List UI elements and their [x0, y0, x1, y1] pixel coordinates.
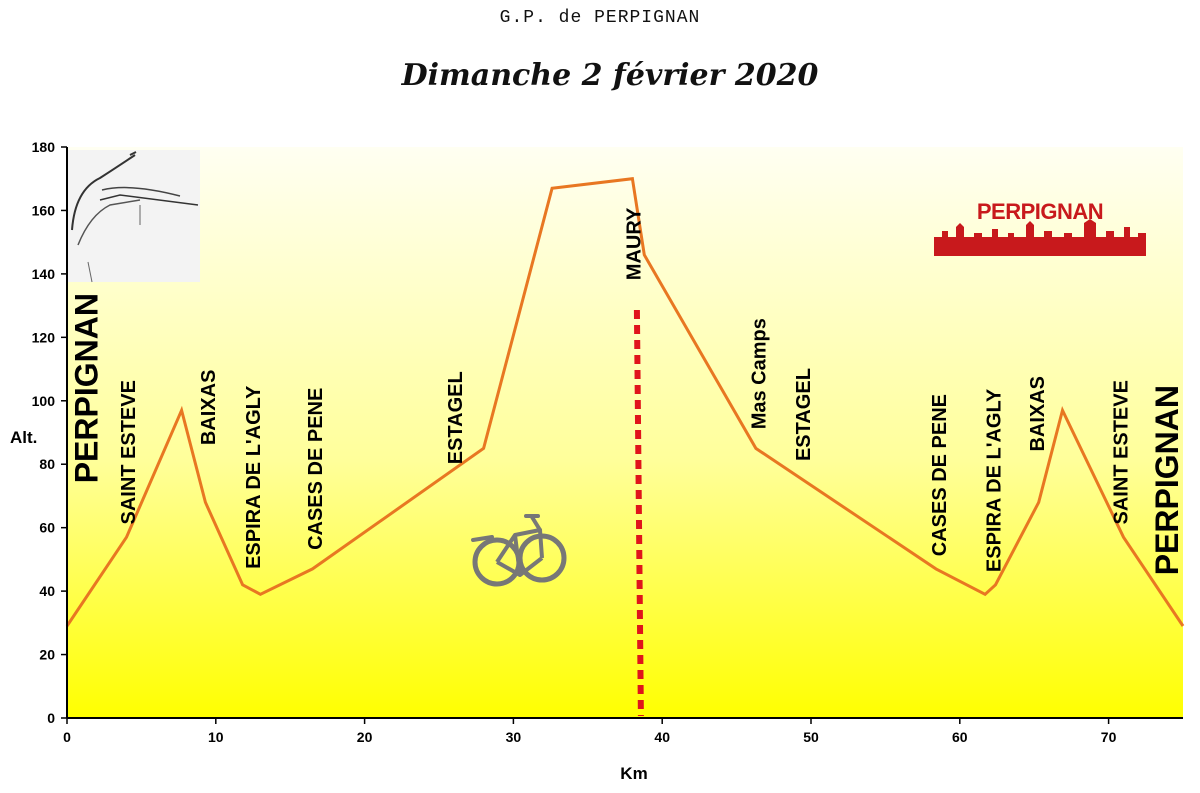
place-label: CASES DE PENE — [305, 388, 327, 550]
y-tick-label: 180 — [32, 139, 56, 155]
place-label: BAIXAS — [198, 370, 220, 446]
place-label: MAURY — [624, 207, 646, 280]
x-tick-label: 20 — [357, 729, 373, 745]
x-tick-label: 60 — [952, 729, 968, 745]
place-label: Mas Camps — [749, 318, 771, 429]
place-label: ESTAGEL — [793, 368, 815, 461]
x-tick-label: 0 — [63, 729, 71, 745]
x-tick-label: 40 — [654, 729, 670, 745]
finish-dashed-line — [633, 309, 644, 717]
logo-text: PERPIGNAN — [976, 199, 1104, 224]
y-tick-label: 40 — [39, 583, 55, 599]
perpignan-skyline-logo: PERPIGNAN — [934, 193, 1146, 256]
place-label: ESTAGEL — [445, 371, 467, 464]
place-label: BAIXAS — [1027, 376, 1049, 452]
y-axis-ticks: 0 20 40 60 80 100 120 140 160 180 — [32, 139, 67, 726]
y-axis-label: Alt. — [10, 428, 37, 447]
y-tick-label: 0 — [47, 710, 55, 726]
place-label: CASES DE PENE — [929, 394, 951, 556]
place-label: ESPIRA DE L'AGLY — [243, 385, 265, 569]
y-tick-label: 120 — [32, 329, 56, 345]
place-label: PERPIGNAN — [69, 293, 105, 483]
place-label: SAINT ESTEVE — [1110, 380, 1132, 524]
x-axis-label: Km — [620, 764, 647, 783]
y-tick-label: 100 — [32, 393, 56, 409]
bicycle-icon — [471, 514, 567, 587]
place-label: ESPIRA DE L'AGLY — [984, 388, 1006, 572]
y-tick-label: 60 — [39, 520, 55, 536]
x-tick-label: 30 — [506, 729, 522, 745]
x-tick-label: 10 — [208, 729, 224, 745]
place-label: SAINT ESTEVE — [118, 380, 140, 524]
place-label: PERPIGNAN — [1149, 385, 1185, 575]
x-axis-ticks: 0 10 20 30 40 50 60 70 — [63, 718, 1117, 745]
spectator-sketch-icon — [68, 150, 200, 283]
x-tick-label: 50 — [803, 729, 819, 745]
chart-title: G.P. de PERPIGNAN — [499, 8, 701, 28]
y-tick-label: 160 — [32, 202, 56, 218]
finish-line-marker — [633, 309, 644, 717]
y-tick-label: 20 — [39, 647, 55, 663]
y-tick-label: 140 — [32, 266, 56, 282]
place-labels: PERPIGNAN SAINT ESTEVE BAIXAS ESPIRA DE L'A… — [69, 207, 1185, 575]
x-tick-label: 70 — [1101, 729, 1117, 745]
race-date: Dimanche 2 février 2020 — [401, 58, 819, 93]
chart-axes — [66, 147, 1183, 719]
y-tick-label: 80 — [39, 456, 55, 472]
